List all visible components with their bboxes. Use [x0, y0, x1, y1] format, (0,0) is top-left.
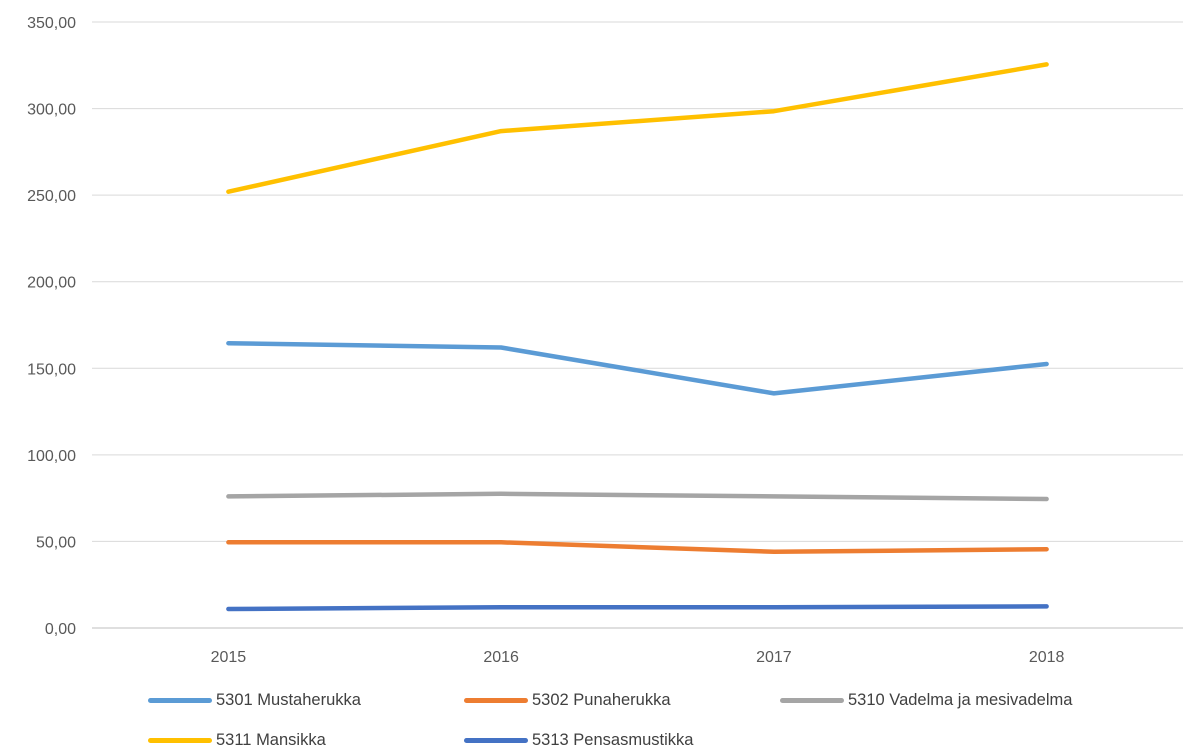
series-lines: [226, 62, 1049, 612]
series-line-5310-vadelma-ja-mesivadelma: [226, 491, 1049, 502]
y-tick-label: 150,00: [27, 361, 76, 378]
y-tick-label: 300,00: [27, 102, 76, 119]
series-line-5301-mustaherukka: [226, 340, 1049, 396]
y-tick-label: 50,00: [36, 534, 76, 551]
x-tick-label: 2017: [756, 649, 792, 666]
series-line-5311-mansikka: [226, 62, 1049, 194]
x-axis-tick-labels: 2015 2016 2017 2018: [211, 649, 1065, 666]
y-tick-label: 0,00: [45, 621, 76, 638]
series-line-5313-pensasmustikka: [226, 604, 1049, 612]
x-tick-label: 2018: [1029, 649, 1065, 666]
x-tick-label: 2015: [211, 649, 247, 666]
x-tick-label: 2016: [483, 649, 519, 666]
y-axis-tick-labels: 0,00 50,00 100,00 150,00 200,00 250,00 300,00 3…: [27, 15, 76, 638]
y-tick-label: 100,00: [27, 448, 76, 465]
y-tick-label: 250,00: [27, 188, 76, 205]
series-line-5302-punaherukka: [226, 540, 1049, 555]
gridlines: [92, 21, 1183, 629]
y-tick-label: 200,00: [27, 275, 76, 292]
y-tick-label: 350,00: [27, 15, 76, 32]
